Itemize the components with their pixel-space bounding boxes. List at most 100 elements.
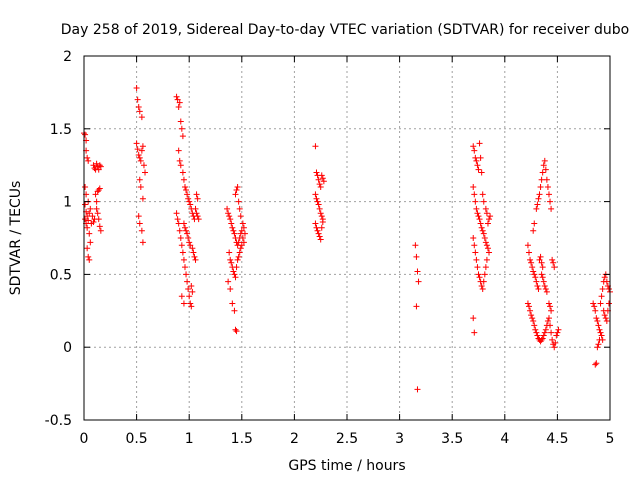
data-point xyxy=(599,285,606,292)
data-point xyxy=(229,224,236,231)
x-tick-label: 2.5 xyxy=(336,431,358,447)
data-point xyxy=(480,278,487,285)
data-point xyxy=(231,307,238,314)
data-point xyxy=(527,307,534,314)
data-point xyxy=(178,242,185,249)
data-point xyxy=(179,169,186,176)
data-point xyxy=(525,303,532,310)
data-point xyxy=(180,256,187,263)
data-point xyxy=(480,230,487,237)
x-tick-label: 2 xyxy=(290,431,299,447)
x-tick-label: 4.5 xyxy=(546,431,568,447)
data-point xyxy=(549,336,556,343)
data-point xyxy=(179,249,186,256)
data-point xyxy=(183,227,190,234)
data-point xyxy=(140,162,147,169)
data-point xyxy=(591,303,598,310)
data-point xyxy=(414,268,421,275)
data-point xyxy=(539,274,546,281)
data-point xyxy=(236,205,243,212)
data-point xyxy=(529,264,536,271)
data-point xyxy=(548,205,555,212)
data-point xyxy=(312,220,319,227)
data-point xyxy=(594,317,601,324)
axis-ticks xyxy=(83,55,611,421)
data-point xyxy=(187,300,194,307)
data-point xyxy=(180,300,187,307)
data-point xyxy=(542,285,549,292)
data-point xyxy=(234,256,241,263)
data-point xyxy=(135,103,142,110)
data-point xyxy=(230,268,237,275)
data-point xyxy=(593,315,600,322)
data-point xyxy=(474,264,481,271)
data-point xyxy=(86,230,93,237)
data-point xyxy=(542,166,549,173)
data-point xyxy=(188,303,195,310)
data-point xyxy=(538,176,545,183)
data-point xyxy=(137,157,144,164)
data-point xyxy=(597,300,604,307)
data-point xyxy=(482,239,489,246)
data-point xyxy=(195,216,202,223)
data-point xyxy=(484,220,491,227)
data-point xyxy=(227,216,234,223)
data-point xyxy=(134,96,141,103)
data-point xyxy=(173,93,180,100)
data-point xyxy=(539,264,546,271)
data-point xyxy=(596,336,603,343)
x-tick-label: 3.5 xyxy=(441,431,463,447)
data-point xyxy=(534,332,541,339)
data-point xyxy=(595,341,602,348)
data-point xyxy=(227,285,234,292)
data-point xyxy=(189,288,196,295)
data-point xyxy=(86,210,93,217)
data-point xyxy=(597,329,604,336)
data-point xyxy=(85,217,92,224)
data-point xyxy=(225,210,232,217)
data-point xyxy=(471,329,478,336)
data-point xyxy=(313,169,320,176)
data-point xyxy=(598,332,605,339)
data-point xyxy=(543,288,550,295)
data-point xyxy=(532,274,539,281)
x-tick-labels: 0 0.5 1 1.5 2 2.5 3 3.5 4 4.5 5 xyxy=(80,431,615,447)
y-tick-label: 2 xyxy=(63,49,72,65)
data-point xyxy=(555,326,562,333)
data-point xyxy=(181,184,188,191)
data-point xyxy=(474,210,481,217)
data-point xyxy=(312,191,319,198)
data-point xyxy=(476,140,483,147)
data-point xyxy=(87,205,94,212)
data-point xyxy=(535,195,542,202)
data-point xyxy=(137,184,144,191)
data-point xyxy=(85,253,92,260)
data-point xyxy=(227,256,234,263)
data-point xyxy=(528,312,535,319)
data-point xyxy=(540,162,547,169)
data-point xyxy=(175,103,182,110)
data-point xyxy=(96,162,103,169)
data-point xyxy=(479,191,486,198)
data-point xyxy=(136,108,143,115)
data-point xyxy=(545,315,552,322)
data-point xyxy=(553,332,560,339)
data-point xyxy=(239,220,246,227)
y-tick-label: 1.5 xyxy=(50,122,72,138)
data-point xyxy=(173,210,180,217)
data-point xyxy=(603,278,610,285)
data-point xyxy=(82,131,89,138)
data-point xyxy=(87,239,94,246)
data-point xyxy=(190,249,197,256)
data-point xyxy=(180,220,187,227)
data-point xyxy=(317,184,324,191)
x-tick-label: 5 xyxy=(606,431,615,447)
data-point xyxy=(524,242,531,249)
x-tick-label: 4 xyxy=(500,431,509,447)
data-point xyxy=(601,312,608,319)
data-point xyxy=(316,205,323,212)
data-point xyxy=(537,184,544,191)
data-point xyxy=(94,210,101,217)
data-point xyxy=(534,201,541,208)
data-point xyxy=(316,181,323,188)
